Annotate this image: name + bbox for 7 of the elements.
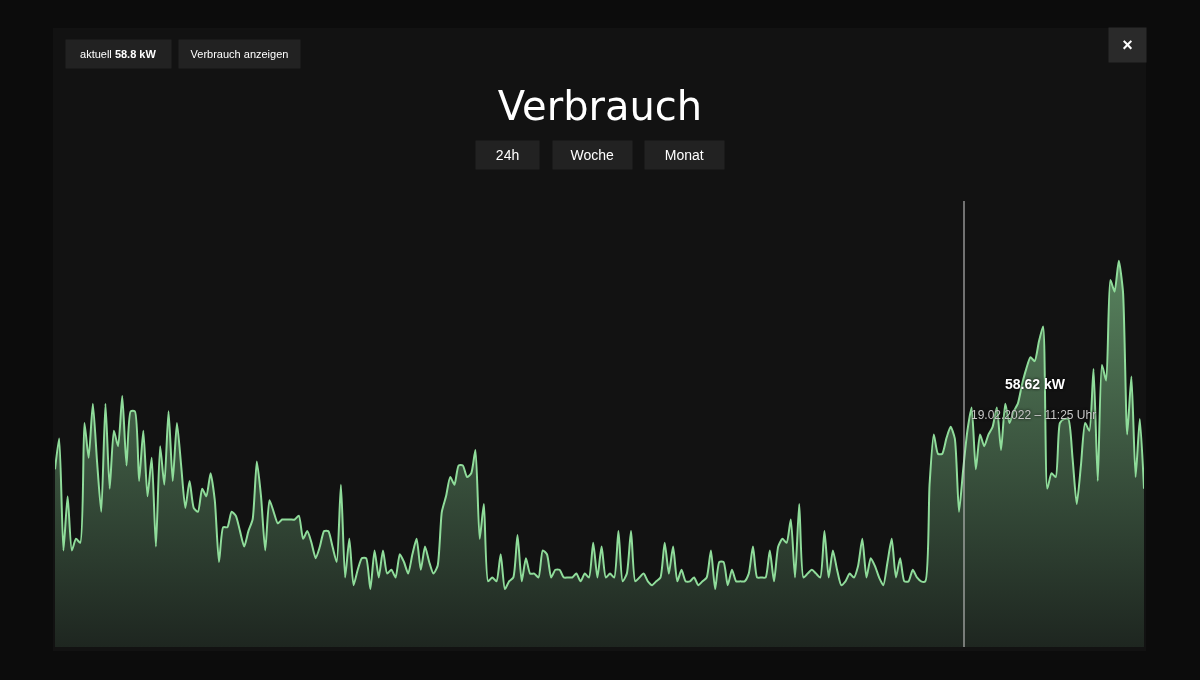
text: Woche: [570, 147, 615, 163]
text: 24h: [495, 147, 520, 163]
text: Monat: [664, 147, 704, 163]
chart-title: Verbrauch: [497, 83, 703, 129]
text: aktuell 58.8 kW: [80, 48, 157, 60]
text: ×: [1122, 35, 1133, 55]
text: Verbrauch anzeigen: [190, 48, 289, 60]
